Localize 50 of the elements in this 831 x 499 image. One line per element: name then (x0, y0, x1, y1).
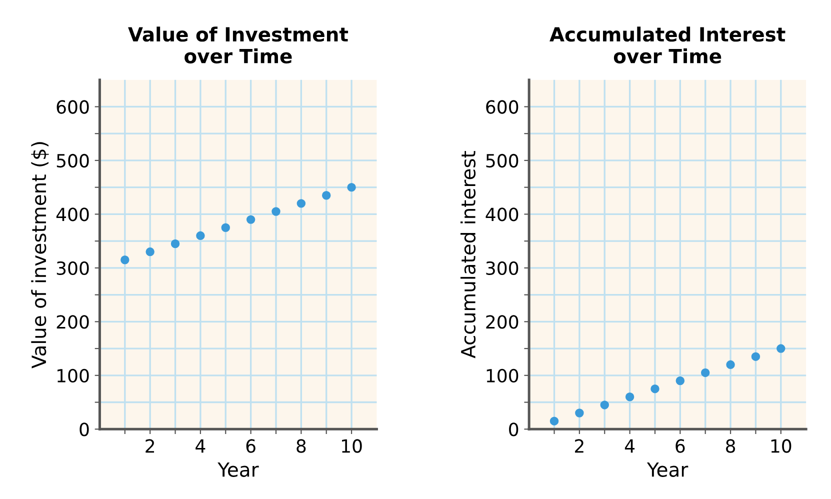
point (322, 191, 331, 200)
x-tick-label: 8 (296, 439, 306, 453)
point (650, 384, 660, 394)
x-tick-label: 4 (624, 439, 635, 453)
y-tick-label: 300 (56, 261, 89, 276)
point (347, 182, 356, 192)
y-tick-label: 500 (486, 154, 518, 168)
y-axis-title: Accumulated interest (460, 150, 476, 358)
x-tick-label: 10 (342, 439, 362, 453)
point (700, 368, 710, 378)
point (170, 239, 180, 248)
y-tick-label: 400 (486, 208, 518, 222)
y-tick-label: 300 (486, 261, 518, 276)
x-tick-label: 8 (726, 439, 736, 453)
point (726, 360, 735, 370)
y-tick-label: 200 (56, 315, 89, 329)
y-tick-label: 0 (509, 422, 518, 436)
point (625, 392, 634, 402)
chart-title: Accumulated Interest over Time (550, 26, 786, 64)
point (246, 215, 256, 224)
point (575, 408, 584, 418)
point (120, 255, 130, 264)
y-tick-label: 400 (56, 208, 89, 222)
x-axis-title: Year (218, 462, 259, 477)
x-tick-label: 2 (575, 439, 584, 453)
y-tick-label: 600 (486, 100, 518, 114)
y-axis-title: Value of investment ($) (31, 142, 49, 368)
point (221, 223, 230, 232)
point (776, 344, 786, 353)
y-tick-label: 100 (58, 368, 89, 383)
y-tick-label: 200 (486, 315, 518, 329)
x-tick-label: 6 (246, 439, 256, 453)
chart-title: Value of Investment over Time (128, 26, 348, 64)
x-axis-title: Year (646, 462, 688, 477)
x-tick-label: 10 (771, 439, 792, 453)
point (600, 400, 609, 410)
y-tick-label: 100 (486, 368, 518, 383)
x-tick-label: 4 (196, 439, 206, 453)
x-tick-label: 6 (676, 439, 685, 453)
y-tick-label: 500 (56, 154, 89, 168)
y-tick-label: 0 (80, 422, 89, 436)
point (296, 199, 306, 208)
x-tick-label: 2 (146, 439, 154, 453)
point (550, 416, 559, 426)
point (196, 231, 205, 240)
y-tick-label: 600 (56, 100, 89, 114)
point (751, 352, 760, 361)
point (146, 247, 154, 256)
point (676, 376, 685, 386)
point (272, 207, 280, 216)
